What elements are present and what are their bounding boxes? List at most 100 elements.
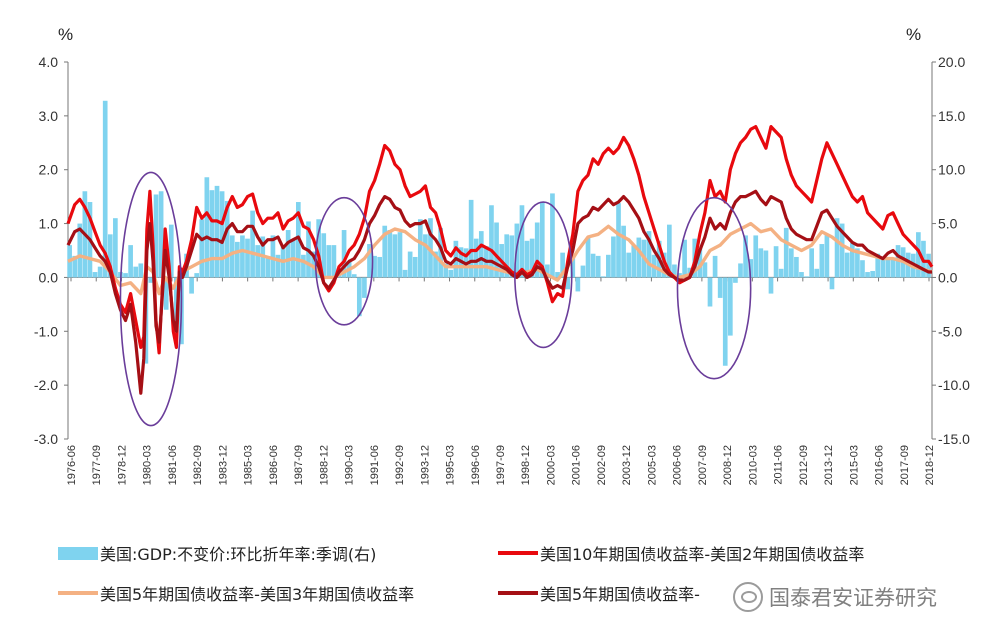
gdp-bar (407, 251, 413, 278)
gdp-bar (433, 251, 438, 278)
gdp-bar (382, 225, 388, 278)
gdp-bar (316, 219, 321, 278)
gdp-bar (855, 248, 860, 278)
gdp-bar (534, 222, 540, 278)
right-tick-label: 10.0 (938, 162, 965, 178)
gdp-bar (245, 238, 250, 278)
x-tick-label: 1986-06 (268, 445, 280, 485)
x-tick-label: 1977-09 (91, 445, 103, 485)
gdp-bar (636, 237, 642, 278)
right-tick-label: -10.0 (938, 377, 970, 393)
x-tick-label: 2007-09 (697, 445, 709, 485)
gdp-bar (753, 235, 759, 278)
gdp-bar (524, 240, 530, 278)
gdp-bar (163, 277, 169, 310)
gdp-bar (92, 272, 98, 278)
x-tick-label: 1982-09 (192, 445, 204, 485)
gdp-bar (880, 256, 886, 278)
right-tick-label: 20.0 (938, 54, 965, 70)
legend-swatch-10y-2y (498, 551, 538, 555)
x-tick-label: 2000-03 (545, 445, 557, 485)
gdp-bar (428, 218, 433, 278)
gdp-bar (860, 260, 865, 278)
x-tick-label: 2016-06 (874, 445, 886, 485)
gdp-bar (799, 272, 804, 278)
gdp-bar (97, 266, 103, 278)
legend-swatch-5y-3y (58, 591, 98, 595)
gdp-bar (814, 268, 820, 278)
left-tick-label: -2.0 (34, 377, 58, 393)
gdp-bar (580, 265, 586, 278)
gdp-bar (539, 202, 545, 278)
x-tick-label: 1980-03 (142, 445, 154, 485)
gdp-bar (412, 256, 418, 278)
gdp-bar (489, 205, 494, 278)
gdp-bar (473, 238, 479, 278)
right-axis-unit: % (906, 25, 921, 44)
gdp-bar (255, 245, 261, 278)
gdp-bar (916, 232, 921, 278)
gdp-bar (819, 244, 825, 278)
circle-annotations (119, 171, 752, 427)
gdp-bar (926, 253, 931, 278)
x-tick-label: 1981-06 (167, 445, 179, 485)
gdp-bar (138, 263, 144, 278)
gdp-bar (189, 277, 194, 294)
gdp-bar (194, 273, 200, 278)
gdp-bar (423, 234, 428, 278)
left-axis-unit: % (58, 25, 73, 44)
gdp-bar (229, 235, 235, 278)
gdp-bar (204, 177, 210, 278)
gdp-bar (72, 255, 78, 278)
left-tick-label: 0.0 (39, 269, 59, 285)
watermark-text: 国泰君安证券研究 (769, 586, 937, 610)
gdp-bar (372, 255, 377, 278)
gdp-bar (646, 231, 652, 278)
gdp-bar (829, 277, 835, 290)
right-tick-label: -5.0 (938, 323, 962, 339)
gdp-bar (153, 194, 159, 278)
left-tick-label: -1.0 (34, 323, 58, 339)
gdp-bar (235, 241, 240, 278)
line-5y-minus-2y (66, 189, 932, 395)
gdp-bar (301, 254, 306, 278)
x-tick-label: 1992-09 (394, 445, 406, 485)
x-tick-label: 1978-12 (116, 445, 128, 485)
x-tick-label: 1995-03 (445, 445, 457, 485)
tick-labels: 4.0 3.0 2.0 1.0 0.0 -1.0 -2.0 -3.0 20.0 15.0 10.0 5… (34, 54, 970, 485)
gdp-bar (890, 258, 896, 278)
spread-lines (66, 125, 934, 395)
highlight-ellipse (119, 171, 183, 427)
gdp-bar (575, 277, 581, 292)
gdp-bar (438, 227, 443, 278)
gdp-bar (631, 245, 637, 278)
gdp-bar (397, 232, 403, 278)
gdp-bar (560, 252, 565, 278)
gdp-bar (727, 277, 733, 336)
x-tick-label: 2002-09 (596, 445, 608, 485)
gdp-bar (158, 191, 164, 278)
gdp-bar (722, 277, 728, 366)
gdp-bar (448, 269, 454, 278)
gdp-bar (102, 100, 108, 278)
gdp-bar (168, 224, 174, 278)
legend-label-5y-2y: 美国5年期国债收益率- (540, 585, 700, 604)
gdp-bar (356, 277, 362, 317)
gdp-bar (743, 235, 748, 278)
gdp-bar (626, 252, 632, 278)
gdp-bar (311, 251, 316, 278)
x-tick-label: 2012-09 (798, 445, 810, 485)
gdp-bar (885, 258, 891, 278)
gdp-bar (844, 252, 850, 278)
legend-item-5y-3y: 美国5年期国债收益率-美国3年期国债收益率 (58, 581, 414, 605)
gdp-bar (616, 203, 621, 278)
x-tick-label: 2011-06 (773, 445, 785, 485)
gdp-bar (778, 268, 784, 278)
gdp-bar (875, 253, 881, 278)
wechat-logo-icon (733, 582, 763, 612)
x-tick-label: 1998-12 (520, 445, 532, 485)
gdp-bar (214, 185, 220, 278)
x-tick-label: 2006-06 (672, 445, 684, 485)
legend-swatch-5y-2y (498, 591, 538, 595)
gdp-bar (494, 222, 499, 278)
